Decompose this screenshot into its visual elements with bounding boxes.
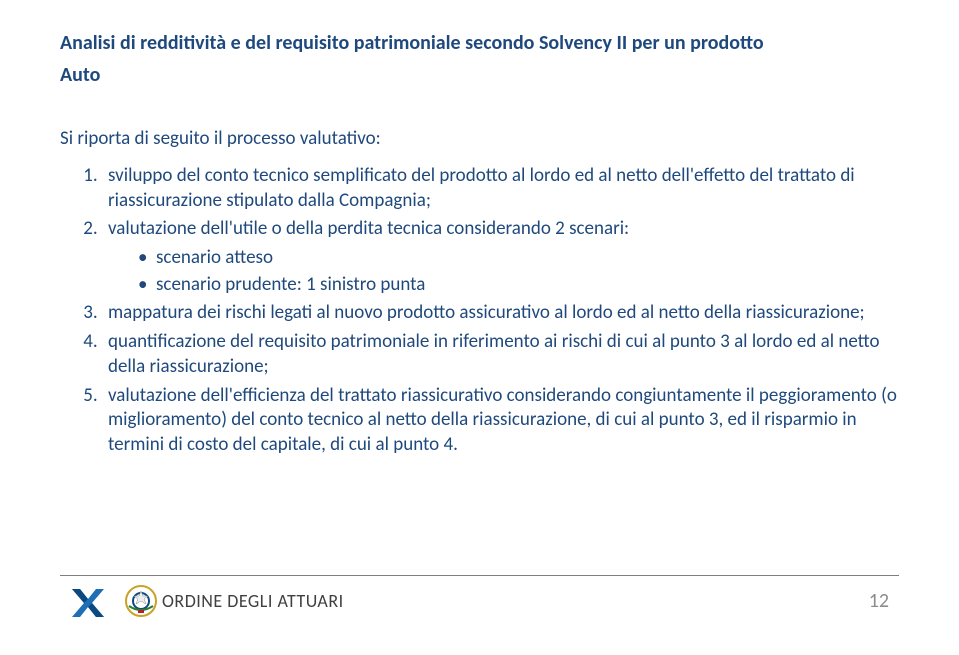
list-item: sviluppo del conto tecnico semplificato … [102, 164, 899, 213]
list-text: quantificazione del requisito patrimonia… [108, 330, 880, 378]
list-item: valutazione dell'utile o della perdita t… [102, 217, 899, 297]
sub-list: scenario atteso scenario prudente: 1 sin… [108, 246, 899, 297]
list-item: valutazione dell'efficienza del trattato… [102, 384, 899, 458]
footer-divider [60, 575, 899, 576]
list-text: mappatura dei rischi legati al nuovo pro… [108, 301, 865, 324]
list-text: valutazione dell'utile o della perdita t… [108, 217, 629, 240]
list-text: sviluppo del conto tecnico semplificato … [108, 164, 855, 212]
page-number: 12 [869, 589, 889, 613]
footer-label: ORDINE DEGLI ATTUARI [162, 590, 344, 612]
logo-icon [70, 583, 106, 619]
emblem-icon [124, 584, 158, 618]
page-subtitle: Auto [60, 63, 899, 87]
page-title: Analisi di redditività e del requisito p… [60, 30, 899, 57]
footer: ORDINE DEGLI ATTUARI 12 [0, 575, 959, 635]
sub-item: scenario atteso [138, 246, 899, 271]
process-list: sviluppo del conto tecnico semplificato … [60, 164, 899, 458]
list-item: mappatura dei rischi legati al nuovo pro… [102, 301, 899, 326]
list-text: valutazione dell'efficienza del trattato… [108, 384, 897, 456]
list-item: quantificazione del requisito patrimonia… [102, 330, 899, 379]
intro-text: Si riporta di seguito il processo valuta… [60, 127, 899, 150]
sub-item: scenario prudente: 1 sinistro punta [138, 273, 899, 298]
